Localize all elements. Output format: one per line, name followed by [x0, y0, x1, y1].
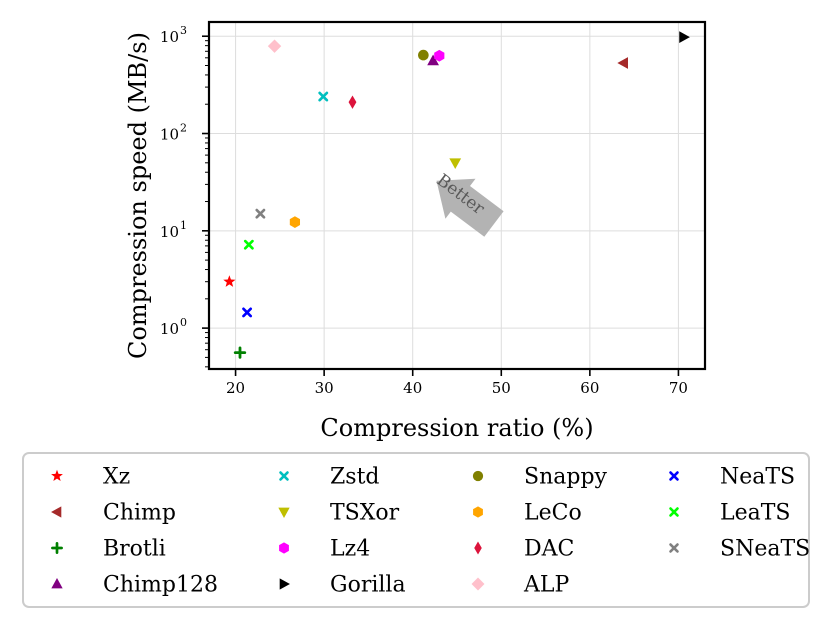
legend-marker-alp [471, 577, 485, 591]
legend-label-snappy: Snappy [524, 465, 608, 490]
legend-item-chimp: Chimp [51, 501, 176, 526]
legend-item-brotli: Brotli [51, 537, 166, 562]
x-tick-label: 30 [315, 379, 334, 397]
data-point-lz4 [434, 49, 445, 62]
better-annotation: Better [433, 170, 504, 237]
legend-label-dac: DAC [524, 537, 574, 562]
legend-marker-chimp [51, 506, 62, 518]
data-point-zstd [318, 91, 329, 102]
data-point-chimp [617, 57, 628, 69]
legend-label-xz: Xz [103, 465, 130, 490]
data-point-sneats [255, 208, 266, 219]
legend: Xz Chimp Brotli Chimp128 Zstd TSXor Lz4 Gorilla… [22, 452, 810, 608]
data-point-leco [289, 216, 301, 228]
legend-marker-chimp128 [51, 578, 63, 589]
legend-label-sneats: SNeaTS [720, 537, 810, 562]
legend-item-chimp128: Chimp128 [51, 573, 218, 598]
data-point-tsxor [449, 158, 462, 169]
y-tick-label: 103 [160, 24, 187, 46]
legend-marker-leco [473, 506, 483, 518]
y-axis-label: Compression speed (MB/s) [124, 32, 152, 359]
data-point-brotli [233, 346, 247, 359]
x-tick-label: 60 [580, 379, 599, 397]
data-point-chimp128 [427, 54, 439, 66]
x-axis-label: Compression ratio (%) [320, 414, 593, 442]
legend-label-gorilla: Gorilla [330, 573, 406, 598]
legend-item-neats: NeaTS [669, 465, 795, 490]
legend-item-leats: LeaTS [669, 501, 791, 526]
legend-item-alp: ALP [471, 573, 569, 598]
legend-label-lz4: Lz4 [330, 537, 370, 562]
legend-item-leco: LeCo [473, 501, 582, 526]
plot-frame [207, 20, 707, 371]
y-tick-label: 100 [160, 316, 187, 338]
better-arrow-shape [436, 178, 504, 237]
legend-marker-zstd [279, 471, 289, 481]
legend-label-neats: NeaTS [720, 465, 795, 490]
legend-label-zstd: Zstd [330, 465, 380, 490]
x-tick-label: 20 [226, 379, 245, 397]
legend-marker-lz4 [279, 542, 289, 554]
legend-label-leco: LeCo [524, 501, 582, 526]
data-point-snappy [418, 49, 429, 61]
x-tick-label: 70 [669, 379, 688, 397]
legend-marker-gorilla [279, 578, 290, 590]
data-point-leats [243, 239, 254, 250]
data-points [223, 31, 690, 359]
grid [209, 22, 705, 369]
x-tick-label: 50 [492, 379, 511, 397]
legend-label-chimp128: Chimp128 [103, 573, 218, 598]
legend-marker-brotli [51, 542, 63, 554]
legend-item-lz4: Lz4 [279, 537, 370, 562]
x-tick-label: 40 [403, 379, 422, 397]
data-point-alp [267, 39, 282, 53]
legend-item-gorilla: Gorilla [279, 573, 406, 598]
legend-marker-xz [51, 469, 63, 482]
axis-ticks: 20 30 40 50 60 70 100 101 102 103 [160, 24, 688, 397]
y-tick-label: 101 [160, 219, 187, 241]
data-point-dac [348, 95, 357, 109]
legend-marker-sneats [669, 543, 679, 553]
legend-label-alp: ALP [523, 573, 569, 598]
data-point-gorilla [679, 31, 690, 43]
legend-label-chimp: Chimp [103, 501, 176, 526]
y-tick-label: 102 [160, 122, 187, 144]
legend-item-snappy: Snappy [472, 465, 608, 490]
data-point-neats [242, 307, 253, 318]
legend-marker-dac [474, 541, 482, 555]
legend-marker-tsxor [278, 507, 290, 518]
legend-item-tsxor: TSXor [278, 501, 400, 526]
legend-item-dac: DAC [474, 537, 574, 562]
legend-marker-snappy [472, 470, 484, 482]
legend-marker-leats [669, 507, 679, 517]
legend-item-xz: Xz [51, 465, 130, 490]
data-point-xz [223, 275, 236, 287]
legend-marker-neats [669, 471, 679, 481]
legend-item-zstd: Zstd [279, 465, 380, 490]
legend-item-sneats: SNeaTS [669, 537, 810, 562]
legend-label-brotli: Brotli [103, 537, 166, 562]
legend-box [22, 452, 810, 608]
legend-label-leats: LeaTS [720, 501, 791, 526]
legend-label-tsxor: TSXor [330, 501, 400, 526]
